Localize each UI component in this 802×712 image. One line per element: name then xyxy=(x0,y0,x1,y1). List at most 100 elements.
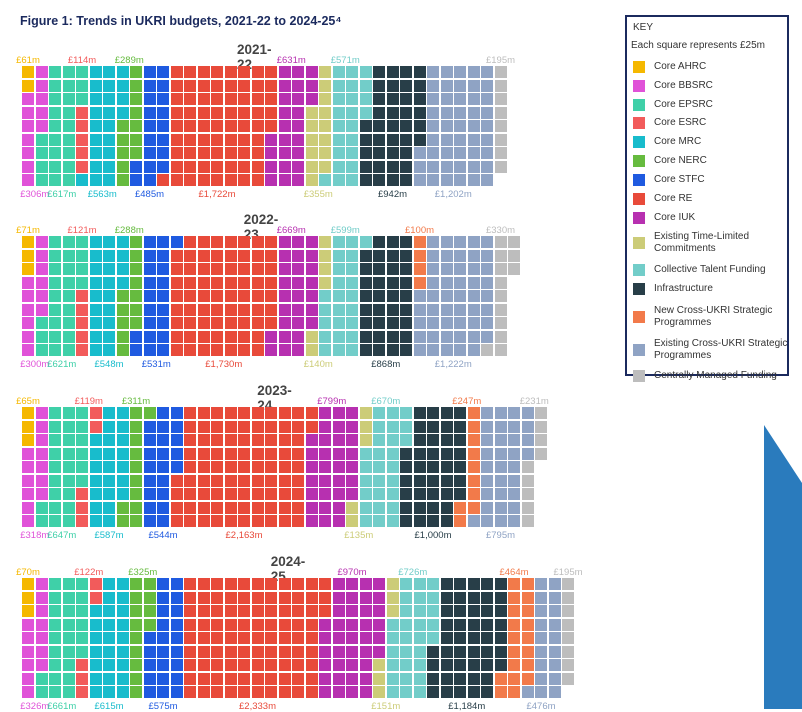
waffle-square-nerc xyxy=(130,659,142,671)
waffle-square-re xyxy=(211,317,223,329)
waffle-square-re xyxy=(238,659,250,671)
key-swatch-mrc xyxy=(633,136,645,148)
waffle-square-ecu xyxy=(467,79,480,92)
waffle-square-ecu xyxy=(427,317,439,329)
waffle-square-epsrc xyxy=(76,645,88,658)
waffle-square-inf xyxy=(400,501,412,514)
waffle-square-re xyxy=(251,515,264,527)
waffle-square-stfc xyxy=(157,93,169,105)
waffle-square-ncu xyxy=(467,501,480,514)
waffle-square-stfc xyxy=(170,407,183,419)
value-label-epsrc: £617m xyxy=(47,188,77,200)
waffle-square-re xyxy=(278,591,291,604)
waffle-square-inf xyxy=(413,515,426,527)
waffle-square-cmf xyxy=(521,515,534,527)
waffle-square-stfc xyxy=(157,672,169,685)
waffle-square-ecu xyxy=(481,290,493,302)
value-label-esrc: £114m xyxy=(67,55,97,66)
value-label-esrc: £119m xyxy=(74,396,103,407)
waffle-square-ctf xyxy=(319,290,331,302)
waffle-square-ecu xyxy=(454,276,466,289)
waffle-square-re xyxy=(211,93,223,105)
waffle-square-inf xyxy=(413,461,426,473)
waffle-square-inf xyxy=(440,501,453,514)
waffle-square-esrc xyxy=(76,303,88,316)
waffle-square-ecu xyxy=(427,290,439,302)
waffle-square-ecu xyxy=(440,79,453,92)
waffle-square-epsrc xyxy=(49,515,61,527)
waffle-square-ctf xyxy=(359,79,372,92)
waffle-square-ahrc xyxy=(22,66,34,78)
waffle-square-inf xyxy=(454,645,466,658)
waffle-square-iuk xyxy=(332,578,345,590)
key-title: KEY xyxy=(633,22,654,33)
waffle-square-epsrc xyxy=(76,632,88,644)
waffle-square-re xyxy=(238,147,250,159)
key-swatch-esrc xyxy=(633,117,645,129)
waffle-square-ncu xyxy=(467,447,480,460)
waffle-square-iuk xyxy=(319,447,331,460)
waffle-square-re xyxy=(184,488,196,500)
waffle-square-iuk xyxy=(319,686,331,698)
waffle-square-epsrc xyxy=(49,147,61,159)
waffle-square-inf xyxy=(481,659,493,671)
waffle-square-stfc xyxy=(143,174,156,186)
waffle-square-re xyxy=(224,93,237,105)
waffle-square-iuk xyxy=(305,447,318,460)
waffle-square-ecu xyxy=(427,147,439,159)
waffle-square-ecu xyxy=(467,249,480,262)
waffle-square-re xyxy=(251,578,264,590)
waffle-square-ecu xyxy=(481,93,493,105)
waffle-square-iuk xyxy=(346,659,358,671)
waffle-square-epsrc xyxy=(76,618,88,631)
waffle-square-inf xyxy=(400,106,412,119)
waffle-square-inf xyxy=(373,317,385,329)
waffle-square-re xyxy=(265,447,277,460)
waffle-square-re xyxy=(184,578,196,590)
waffle-square-epsrc xyxy=(76,578,88,590)
waffle-square-ctf xyxy=(332,66,345,78)
key-swatch-stfc xyxy=(633,174,645,186)
waffle-square-iuk xyxy=(265,344,277,356)
waffle-square-re xyxy=(211,147,223,159)
waffle-square-ecu xyxy=(535,672,547,685)
waffle-square-bbsrc xyxy=(22,515,34,527)
waffle-square-ctf xyxy=(413,578,426,590)
waffle-square-ecu xyxy=(440,120,453,132)
waffle-square-cmf xyxy=(562,591,574,604)
waffle-square-bbsrc xyxy=(22,317,34,329)
waffle-square-inf xyxy=(454,632,466,644)
waffle-square-ncu xyxy=(521,591,534,604)
waffle-square-mrc xyxy=(103,407,115,419)
waffle-square-inf xyxy=(386,120,399,132)
waffle-square-re xyxy=(238,236,250,248)
legend-key: KEY Each square represents £25m Core AHR… xyxy=(625,15,789,382)
waffle-square-stfc xyxy=(157,447,169,460)
waffle-square-ncu xyxy=(467,488,480,500)
waffle-square-stfc xyxy=(143,249,156,262)
waffle-square-nerc xyxy=(130,407,142,419)
waffle-square-inf xyxy=(413,106,426,119)
waffle-square-ncu xyxy=(521,578,534,590)
waffle-square-nerc xyxy=(143,605,156,617)
waffle-square-inf xyxy=(386,344,399,356)
waffle-square-ecu xyxy=(454,330,466,343)
waffle-square-ctf xyxy=(386,501,399,514)
waffle-square-iuk xyxy=(319,420,331,433)
waffle-square-ahrc xyxy=(22,420,34,433)
waffle-square-tlc xyxy=(319,93,331,105)
waffle-square-re xyxy=(211,672,223,685)
waffle-square-re xyxy=(238,461,250,473)
waffle-square-re xyxy=(251,174,264,186)
waffle-square-inf xyxy=(400,344,412,356)
waffle-square-ncu xyxy=(521,659,534,671)
waffle-square-cmf xyxy=(494,236,507,248)
waffle-square-re xyxy=(224,147,237,159)
waffle-square-re xyxy=(265,249,277,262)
waffle-square-re xyxy=(224,160,237,173)
value-label-ncu: £100m xyxy=(404,225,435,236)
waffle-square-inf xyxy=(454,461,466,473)
waffle-square-iuk xyxy=(305,474,318,487)
waffle-square-iuk xyxy=(346,672,358,685)
waffle-square-re xyxy=(292,618,304,631)
